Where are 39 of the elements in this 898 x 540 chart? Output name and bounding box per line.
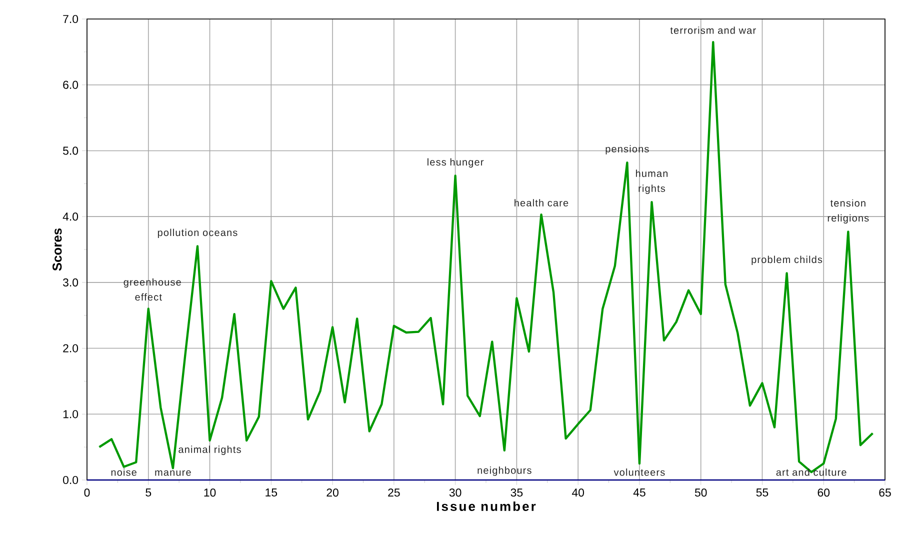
annotation: health care <box>514 199 568 206</box>
x-tick-label: 55 <box>756 488 768 496</box>
annotation: manure <box>155 470 191 476</box>
x-tick-label: 45 <box>633 488 646 496</box>
annotation: pensions <box>606 145 649 154</box>
annotation: terrorism and war <box>670 26 756 34</box>
annotation: greenhouse effect <box>124 278 181 301</box>
annotation: problem childs <box>752 256 822 266</box>
x-axis-title: Issue number <box>436 501 536 511</box>
x-tick-label: 30 <box>449 488 462 497</box>
x-tick-label: 10 <box>204 488 216 497</box>
annotation: human rights <box>636 170 668 194</box>
x-tick-label: 0 <box>84 488 90 497</box>
annotation: art and culture <box>776 468 846 476</box>
x-tick-label: 40 <box>572 488 584 497</box>
y-axis-title: Scores <box>52 228 62 271</box>
x-tick-label: 60 <box>818 488 830 497</box>
y-tick-label: 5.0 <box>63 146 78 155</box>
y-tick-label: 0.0 <box>63 476 78 484</box>
annotation: noise <box>111 468 136 476</box>
y-tick-label: 7.0 <box>63 14 78 24</box>
annotation: less hunger <box>428 158 484 168</box>
x-tick-label: 20 <box>326 488 338 497</box>
y-tick-label: 1.0 <box>63 410 78 418</box>
x-tick-label: 15 <box>266 488 278 496</box>
y-tick-label: 2.0 <box>63 344 78 352</box>
x-tick-label: 35 <box>510 488 523 497</box>
x-tick-label: 25 <box>388 488 400 497</box>
annotation: tension religions <box>828 199 869 224</box>
annotation: volunteers <box>614 468 665 476</box>
x-tick-label: 5 <box>146 488 152 496</box>
annotation: neighbours <box>478 466 532 476</box>
y-tick-label: 4.0 <box>62 212 78 221</box>
x-tick-label: 50 <box>694 488 707 497</box>
y-tick-label: 3.0 <box>63 278 78 286</box>
annotation: pollution oceans <box>158 228 238 238</box>
x-tick-label: 65 <box>879 488 891 497</box>
annotation: animal rights <box>178 446 241 455</box>
y-tick-label: 6.0 <box>63 80 78 89</box>
